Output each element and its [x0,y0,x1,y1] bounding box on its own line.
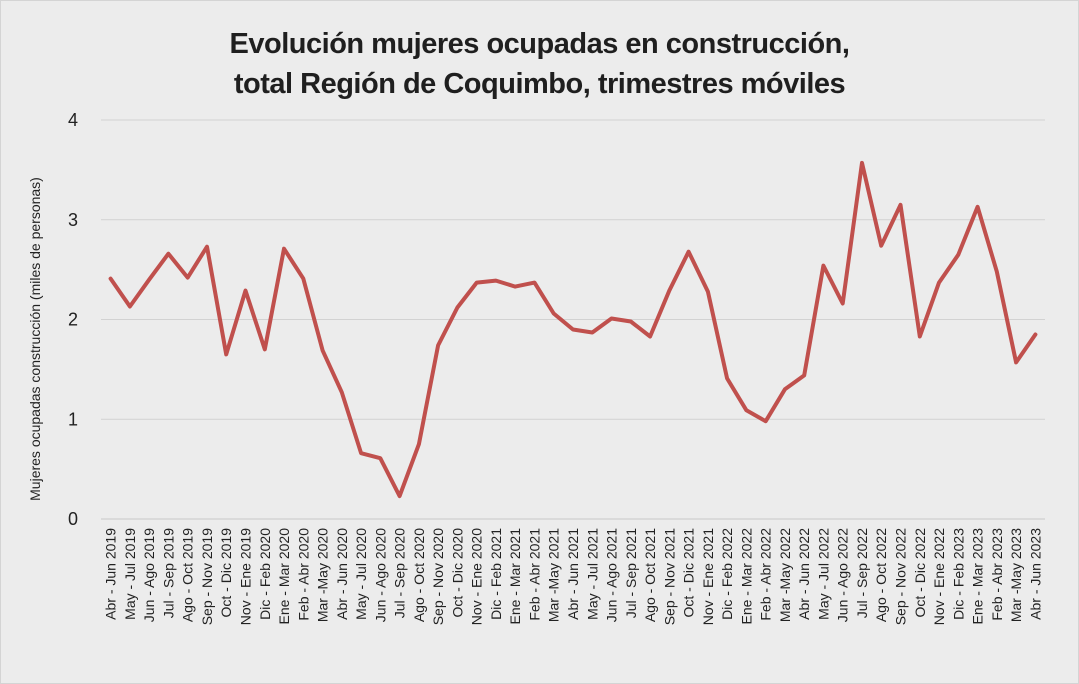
x-tick-label: Nov - Ene 2022 [931,528,947,625]
x-tick-label: Ene - Mar 2020 [276,528,292,625]
x-tick-label: Abr - Jun 2020 [334,528,350,620]
x-tick-label: Ago - Oct 2022 [873,528,889,622]
x-tick-label: Abr - Jun 2019 [103,528,119,620]
x-tick-label: Oct - Dic 2020 [449,528,465,618]
x-tick-label: Sep - Nov 2021 [661,528,677,625]
x-tick-label: Jun - Ago 2022 [835,528,851,622]
x-tick-label: Abr - Jun 2023 [1027,528,1043,620]
x-tick-label: Mar -May 2023 [1008,528,1024,622]
x-tick-label: Nov - Ene 2021 [700,528,716,625]
x-tick-label: Abr - Jun 2022 [796,528,812,620]
x-tick-label: Dic - Feb 2023 [950,528,966,620]
x-tick-label: Dic - Feb 2021 [488,528,504,620]
x-tick-label: Oct - Dic 2021 [681,528,697,618]
x-tick-label: Oct - Dic 2019 [218,528,234,618]
x-tick-label: Ago - Oct 2020 [411,528,427,622]
x-tick-label: Nov - Ene 2019 [237,528,253,625]
x-tick-label: Jul - Sep 2019 [160,528,176,618]
x-tick-label: Feb - Abr 2023 [989,528,1005,621]
x-tick-label: Ago - Oct 2021 [642,528,658,622]
y-tick-labels: 0 1 2 3 4 [68,110,78,529]
x-tick-label: Ene - Mar 2021 [507,528,523,625]
x-tick-label: May - Jul 2022 [815,528,831,620]
x-tick-label: Mar -May 2020 [315,528,331,622]
x-tick-label: Sep - Nov 2022 [893,528,909,625]
x-tick-label: Jul - Sep 2020 [392,528,408,618]
x-tick-label: Jul - Sep 2022 [854,528,870,618]
x-tick-label: Mar -May 2022 [777,528,793,622]
y-tick-label: 0 [68,509,78,529]
x-tick-label: May - Jul 2020 [353,528,369,620]
y-tick-label: 1 [68,409,78,429]
x-tick-label: Sep - Nov 2019 [199,528,215,625]
x-tick-label: Abr - Jun 2021 [565,528,581,620]
series-line [108,160,1038,499]
x-tick-label: Feb - Abr 2022 [758,528,774,621]
y-tick-label: 4 [68,110,78,130]
x-tick-label: Oct - Dic 2022 [912,528,928,618]
x-tick-label: Dic - Feb 2022 [719,528,735,620]
y-axis-title: Mujeres ocupadas construcción (miles de … [27,177,43,501]
y-tick-label: 2 [68,310,78,330]
x-tick-label: Jun - Ago 2020 [372,528,388,622]
x-tick-labels: Abr - Jun 2019 May - Jul 2019 Jun - Ago 20… [103,528,1044,626]
x-tick-label: Feb - Abr 2021 [526,528,542,621]
x-tick-label: May - Jul 2019 [122,528,138,620]
chart-title-line-2: total Región de Coquimbo, trimestres móv… [233,68,846,100]
x-tick-label: Nov - Ene 2020 [469,528,485,625]
chart-title: Evolución mujeres ocupadas en construcci… [0,24,1079,104]
x-tick-label: Jul - Sep 2021 [623,528,639,618]
x-tick-label: Jun - Ago 2021 [604,528,620,622]
y-tick-label: 3 [68,210,78,230]
series-layer [108,160,1038,499]
x-tick-label: Ene - Mar 2023 [970,528,986,625]
x-tick-label: Feb - Abr 2020 [295,528,311,621]
x-tick-label: Jun - Ago 2019 [141,528,157,622]
x-tick-label: May - Jul 2021 [584,528,600,620]
x-tick-label: Dic - Feb 2020 [257,528,273,620]
gridlines [101,119,1045,520]
x-tick-label: Sep - Nov 2020 [430,528,446,625]
x-tick-label: Mar -May 2021 [546,528,562,622]
x-tick-label: Ago - Oct 2019 [180,528,196,622]
x-tick-label: Ene - Mar 2022 [738,528,754,625]
chart-title-line-1: Evolución mujeres ocupadas en construcci… [229,28,850,60]
